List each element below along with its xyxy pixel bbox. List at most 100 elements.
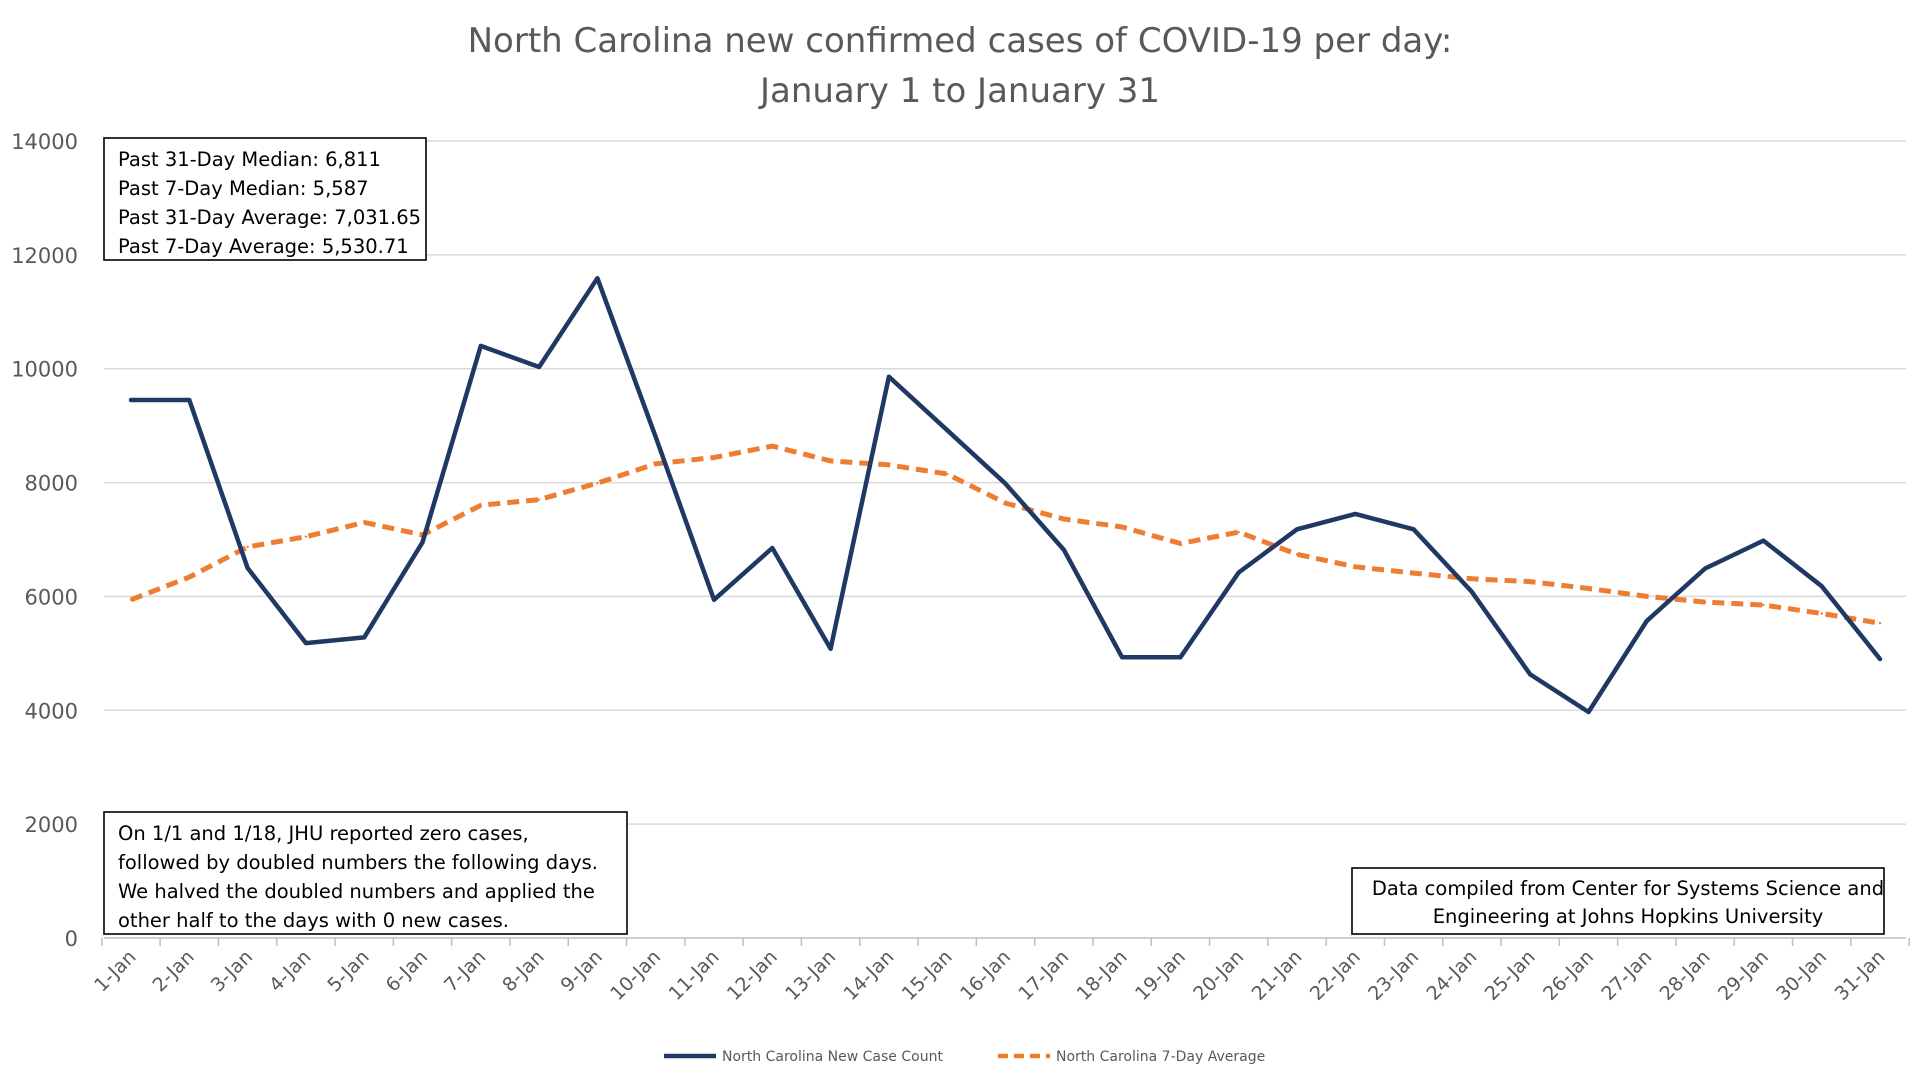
- data-point-new-case-count: [654, 435, 657, 439]
- x-tick-label: 30-Jan: [1772, 946, 1831, 1005]
- x-tick-label: 13-Jan: [781, 946, 840, 1005]
- x-tick-label: 18-Jan: [1073, 946, 1132, 1005]
- data-point-new-case-count: [1878, 657, 1882, 661]
- data-point-7-day-average: [188, 575, 191, 579]
- data-point-new-case-count: [1820, 584, 1823, 588]
- data-point-new-case-count: [363, 636, 366, 639]
- data-point-new-case-count: [1703, 567, 1707, 570]
- data-point-new-case-count: [1354, 512, 1357, 516]
- data-point-7-day-average: [1062, 517, 1066, 521]
- data-point-7-day-average: [887, 463, 891, 467]
- note-line-3: We halved the doubled numbers and applie…: [118, 880, 595, 903]
- data-point-new-case-count: [188, 398, 191, 402]
- data-point-7-day-average: [1295, 553, 1299, 556]
- data-point-7-day-average: [1878, 621, 1882, 625]
- data-point-7-day-average: [1120, 525, 1124, 529]
- data-point-new-case-count: [829, 647, 832, 651]
- x-tick-label: 2-Jan: [148, 946, 198, 996]
- data-point-7-day-average: [596, 481, 599, 485]
- data-point-new-case-count: [1645, 619, 1649, 623]
- data-point-new-case-count: [304, 641, 308, 645]
- y-axis-ticks: 0 2000 4000 6000 8000 10000 12000 14000: [11, 130, 78, 951]
- source-box: Data compiled from Center for Systems Sc…: [1351, 867, 1885, 935]
- x-tick-label: 22-Jan: [1306, 946, 1365, 1005]
- data-point-7-day-average: [946, 472, 949, 476]
- x-tick-label: 14-Jan: [839, 946, 898, 1005]
- data-point-new-case-count: [946, 428, 949, 432]
- data-point-new-case-count: [1529, 673, 1532, 676]
- x-tick-label: 28-Jan: [1656, 946, 1715, 1005]
- data-point-new-case-count: [1470, 590, 1474, 594]
- series-lines: [128, 275, 1883, 715]
- data-point-new-case-count: [246, 566, 249, 570]
- legend-label-cases: North Carolina New Case Count: [722, 1049, 943, 1065]
- note-box-frame: [103, 811, 628, 935]
- x-tick-label: 29-Jan: [1714, 946, 1773, 1005]
- x-tick-label: 24-Jan: [1422, 946, 1481, 1005]
- data-point-7-day-average: [829, 459, 832, 463]
- data-point-new-case-count: [1587, 710, 1590, 714]
- note-line-1: On 1/1 and 1/18, JHU reported zero cases…: [118, 822, 529, 845]
- series-line-new-case-count: [128, 275, 1883, 715]
- data-point-7-day-average: [654, 462, 657, 465]
- data-point-7-day-average: [1703, 600, 1707, 604]
- stats-box: Past 31-Day Median: 6,811 Past 7-Day Med…: [103, 137, 427, 261]
- data-point-new-case-count: [1120, 656, 1124, 659]
- x-tick-label: 9-Jan: [557, 946, 607, 996]
- x-tick-label: 23-Jan: [1364, 946, 1423, 1005]
- x-axis: 1-Jan 2-Jan 3-Jan 4-Jan 5-Jan 6-Jan 7-Jan 8-Jan…: [90, 937, 1910, 1005]
- x-tick-label: 11-Jan: [665, 946, 724, 1005]
- data-point-7-day-average: [1004, 501, 1007, 505]
- data-point-7-day-average: [1529, 580, 1532, 583]
- stats-line-4: Past 7-Day Average: 5,530.71: [118, 235, 409, 258]
- data-point-7-day-average: [537, 498, 541, 501]
- data-point-new-case-count: [129, 398, 133, 402]
- x-tick-label: 31-Jan: [1831, 946, 1890, 1005]
- x-tick-label: 21-Jan: [1248, 946, 1307, 1005]
- chart-title-line-1: North Carolina new confirmed cases of CO…: [468, 21, 1453, 61]
- note-line-2: followed by doubled numbers the followin…: [118, 851, 598, 874]
- data-point-new-case-count: [771, 546, 774, 550]
- x-tick-label: 6-Jan: [382, 946, 432, 996]
- legend-label-average: North Carolina 7-Day Average: [1056, 1049, 1265, 1065]
- data-point-new-case-count: [421, 541, 424, 544]
- data-point-7-day-average: [1645, 595, 1649, 598]
- x-tick-label: 7-Jan: [440, 946, 490, 996]
- stats-box-frame: [103, 137, 427, 261]
- x-tick-label: 5-Jan: [323, 946, 373, 996]
- data-point-7-day-average: [363, 521, 366, 524]
- data-point-7-day-average: [129, 598, 133, 602]
- note-box: On 1/1 and 1/18, JHU reported zero cases…: [103, 811, 628, 935]
- x-tick-label: 8-Jan: [498, 946, 548, 996]
- note-line-4: other half to the days with 0 new cases.: [118, 909, 509, 932]
- x-tick-label: 3-Jan: [207, 946, 257, 996]
- data-point-new-case-count: [1295, 528, 1299, 531]
- data-point-7-day-average: [1412, 571, 1415, 575]
- data-point-7-day-average: [246, 545, 249, 549]
- data-point-new-case-count: [1062, 548, 1066, 551]
- data-point-new-case-count: [596, 276, 599, 280]
- data-point-new-case-count: [537, 365, 541, 369]
- y-tick-label: 6000: [25, 585, 78, 609]
- y-tick-label: 10000: [11, 358, 78, 382]
- x-tick-label: 10-Jan: [606, 946, 665, 1005]
- data-point-7-day-average: [1762, 603, 1765, 607]
- data-point-7-day-average: [304, 535, 308, 538]
- y-tick-label: 14000: [11, 130, 78, 154]
- stats-line-1: Past 31-Day Median: 6,811: [118, 148, 381, 171]
- data-point-7-day-average: [1237, 530, 1240, 534]
- data-point-7-day-average: [1179, 542, 1182, 545]
- data-point-7-day-average: [1587, 587, 1590, 590]
- x-tick-label: 26-Jan: [1539, 946, 1598, 1005]
- y-tick-label: 12000: [11, 244, 78, 268]
- data-point-7-day-average: [1354, 565, 1357, 569]
- x-tick-label: 12-Jan: [723, 946, 782, 1005]
- data-point-new-case-count: [1004, 482, 1007, 485]
- data-point-new-case-count: [1179, 656, 1182, 659]
- stats-line-2: Past 7-Day Median: 5,587: [118, 177, 369, 200]
- x-tick-label: 4-Jan: [265, 946, 315, 996]
- y-tick-label: 4000: [25, 699, 78, 723]
- x-tick-label: 16-Jan: [956, 946, 1015, 1005]
- stats-line-3: Past 31-Day Average: 7,031.65: [118, 206, 421, 229]
